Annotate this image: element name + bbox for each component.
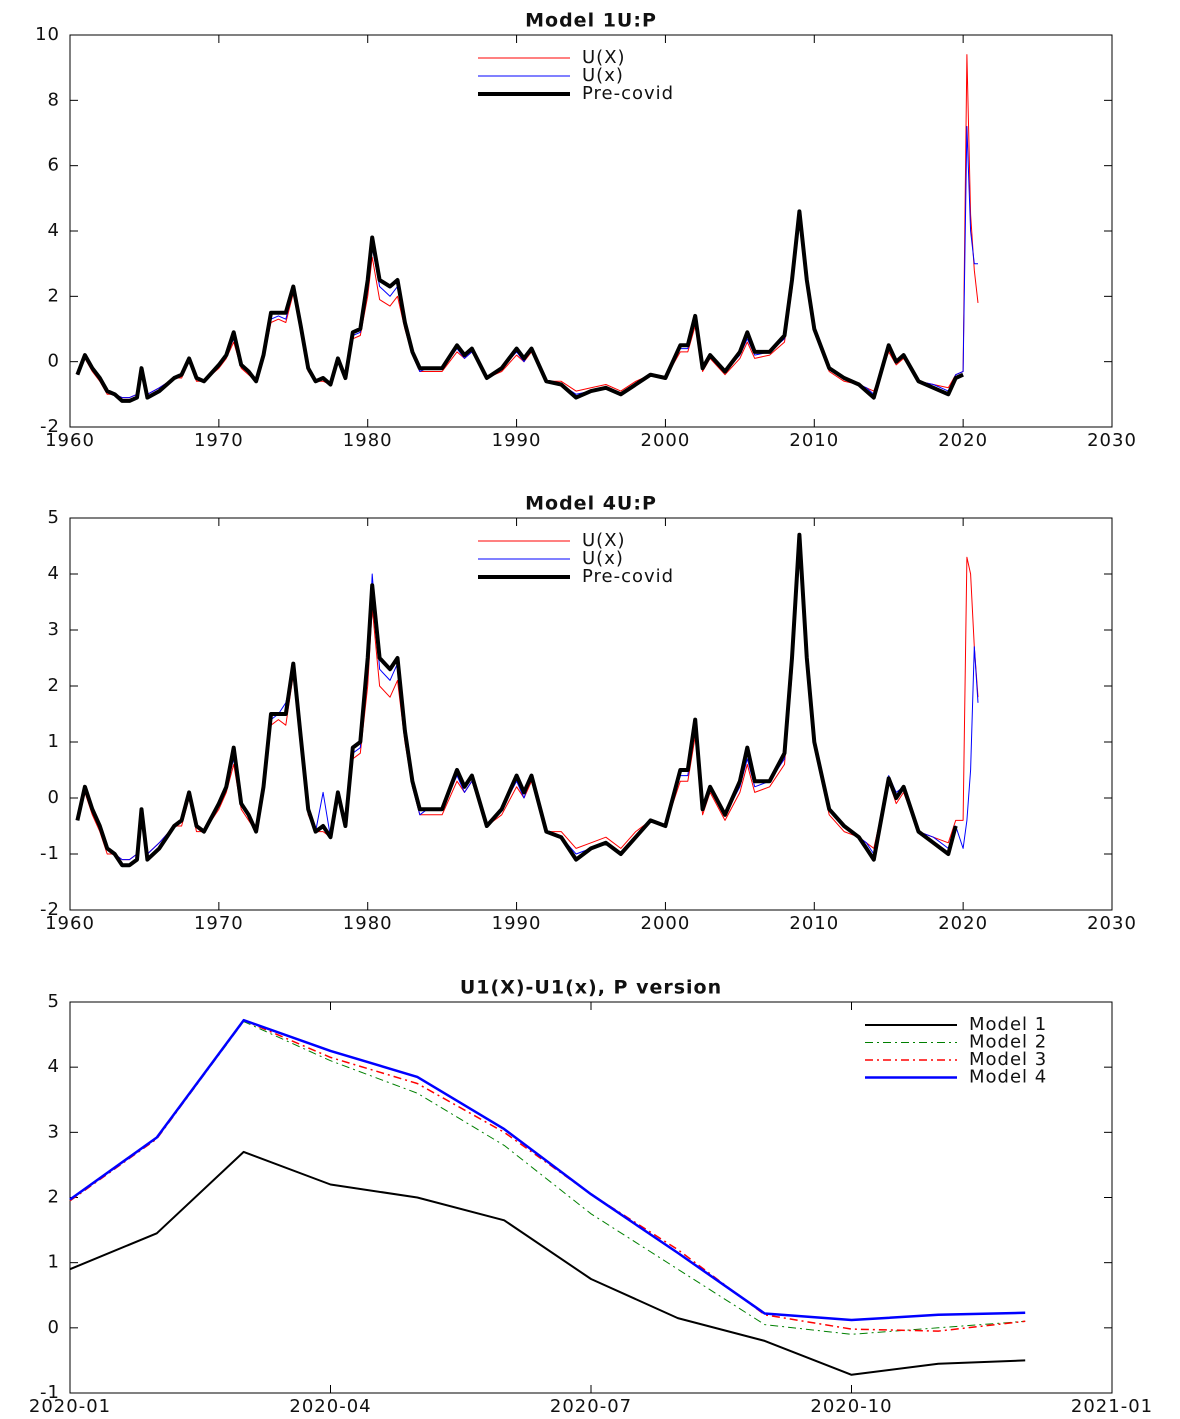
x-tick-label: 1960 (45, 430, 95, 451)
x-tick-label: 2030 (1087, 913, 1137, 934)
x-tick-label: 2010 (789, 913, 839, 934)
plot-area (69, 34, 1113, 428)
legend-label: Model 1 (969, 1014, 1047, 1035)
y-tick-label: -1 (40, 1382, 60, 1403)
y-tick-label: -2 (40, 416, 60, 437)
x-tick-label: 2021-01 (1071, 1396, 1153, 1417)
y-tick-label: 10 (35, 24, 60, 45)
chart-title: Model 1U:P (525, 10, 657, 32)
legend-label: Model 2 (969, 1032, 1047, 1053)
x-tick-label: 2020 (938, 430, 988, 451)
x-tick-label: 1990 (492, 913, 542, 934)
legend-label: U(x) (582, 65, 624, 86)
y-tick-label: 2 (48, 285, 60, 306)
x-tick-label: 2020 (938, 913, 988, 934)
x-tick-label: 2020-07 (550, 1396, 632, 1417)
x-tick-label: 1990 (492, 430, 542, 451)
legend-label: Model 3 (969, 1049, 1047, 1070)
y-tick-label: 0 (48, 1317, 60, 1338)
y-tick-label: 1 (48, 1252, 60, 1273)
y-tick-label: 2 (48, 1187, 60, 1208)
y-tick-label: 5 (48, 507, 60, 528)
y-tick-label: 2 (48, 675, 60, 696)
series-line (69, 1150, 1026, 1376)
series-line (75, 532, 958, 868)
y-tick-label: 6 (48, 155, 60, 176)
x-tick-label: 2020-04 (289, 1396, 371, 1417)
x-tick-label: 2030 (1087, 430, 1137, 451)
y-tick-label: -1 (40, 843, 60, 864)
x-tick-label: 1960 (45, 913, 95, 934)
x-tick-label: 2000 (641, 913, 691, 934)
legend-label: U(X) (582, 530, 626, 551)
y-tick-label: 1 (48, 731, 60, 752)
y-tick-label: 8 (48, 89, 60, 110)
y-tick-label: 3 (48, 619, 60, 640)
legend-label: Pre-covid (582, 566, 674, 587)
y-tick-label: 3 (48, 1121, 60, 1142)
chart-title: U1(X)-U1(x), P version (460, 977, 722, 999)
x-tick-label: 2000 (641, 430, 691, 451)
x-tick-label: 2010 (789, 430, 839, 451)
legend-label: U(X) (582, 47, 626, 68)
y-tick-label: 4 (48, 563, 60, 584)
y-tick-label: 0 (48, 787, 60, 808)
x-tick-label: 1970 (194, 430, 244, 451)
series-line (69, 1018, 1026, 1322)
y-tick-label: 4 (48, 1056, 60, 1077)
x-tick-label: 1970 (194, 913, 244, 934)
x-tick-label: 1980 (343, 430, 393, 451)
series-line (75, 209, 964, 403)
chart-title: Model 4U:P (525, 493, 657, 515)
x-tick-label: 2020-01 (29, 1396, 111, 1417)
x-tick-label: 1980 (343, 913, 393, 934)
legend-label: U(x) (582, 548, 624, 569)
x-tick-label: 2020-10 (810, 1396, 892, 1417)
legend-label: Pre-covid (582, 83, 674, 104)
y-tick-label: 0 (48, 351, 60, 372)
y-tick-label: 4 (48, 220, 60, 241)
legend-label: Model 4 (969, 1067, 1047, 1088)
y-tick-label: -2 (40, 899, 60, 920)
y-tick-label: 5 (48, 991, 60, 1012)
